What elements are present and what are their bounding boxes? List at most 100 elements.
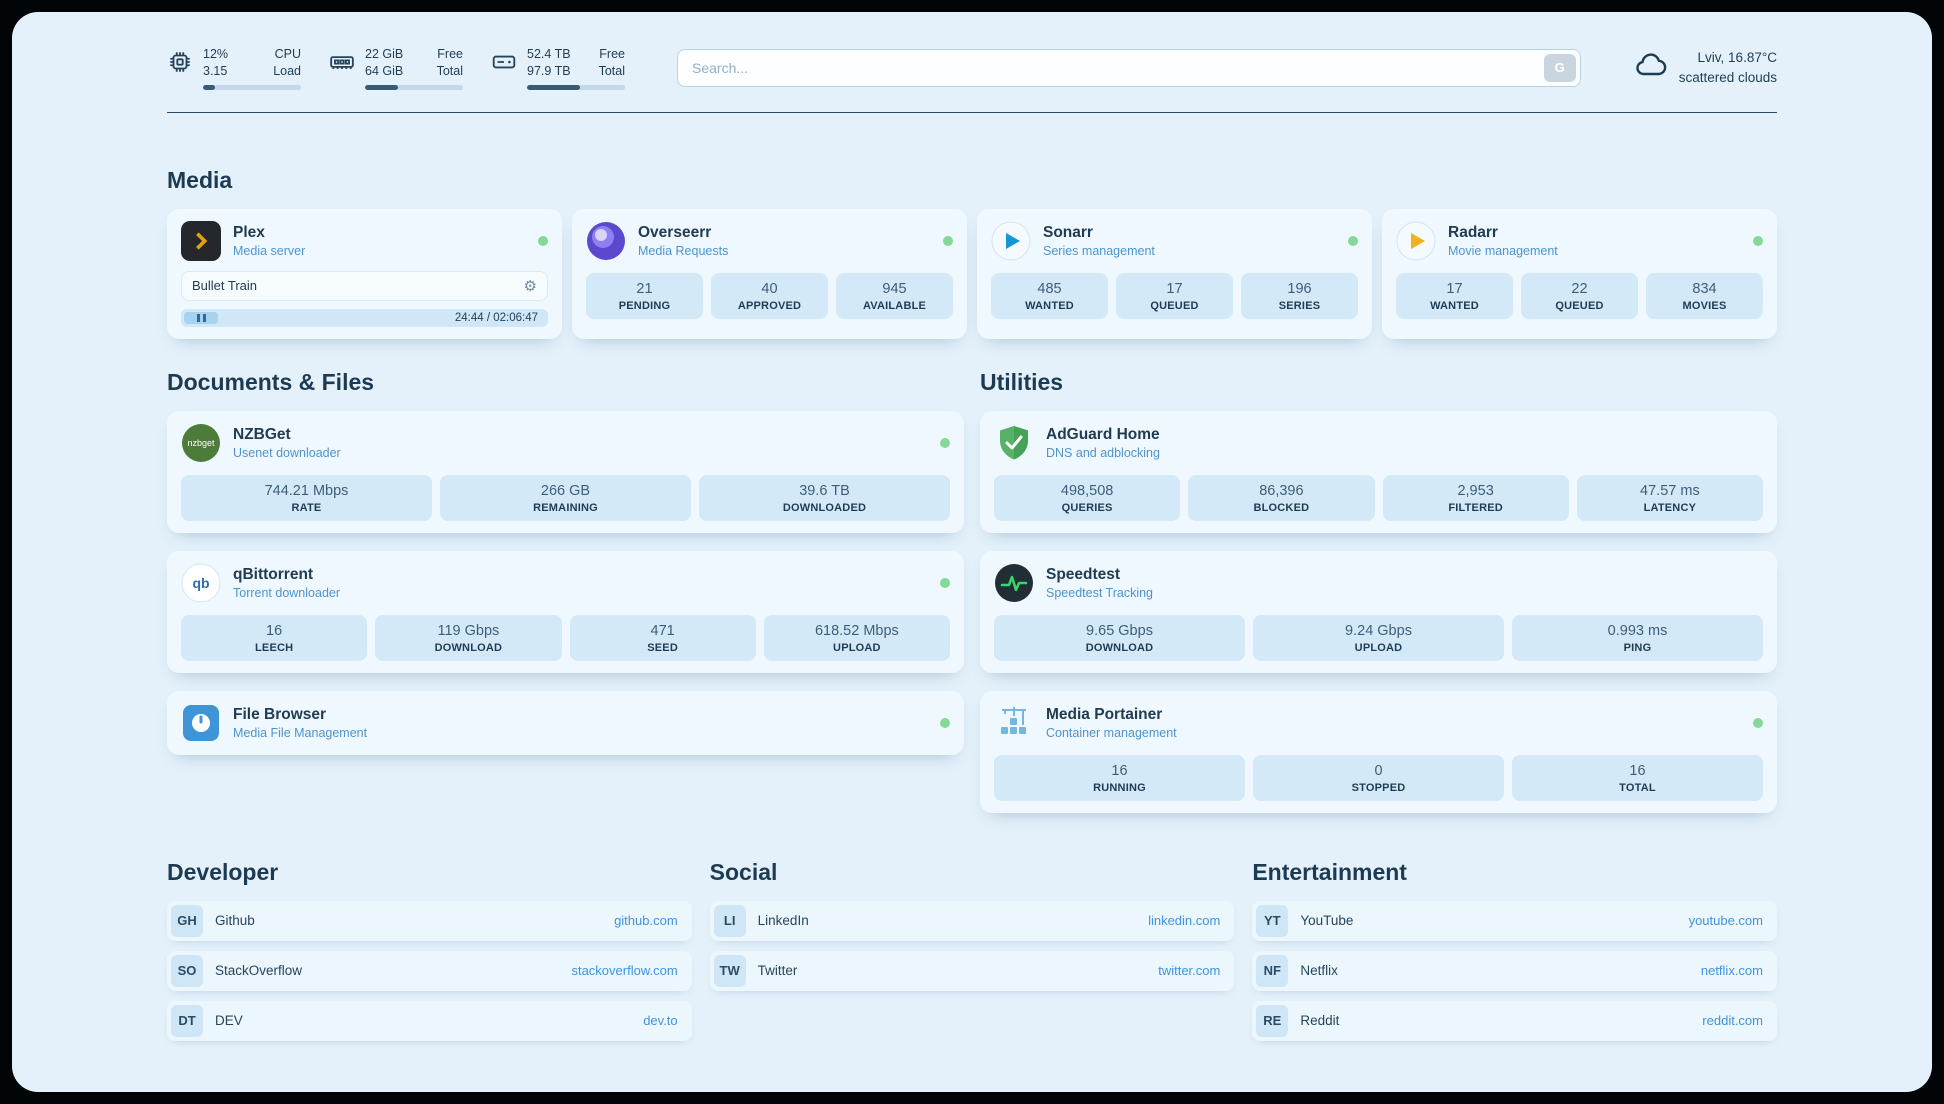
stat-box: 2,953 FILTERED — [1382, 474, 1569, 521]
app-name: Plex — [233, 223, 265, 241]
app-name: File Browser — [233, 705, 327, 723]
memory-progress-bar — [365, 84, 463, 90]
stat-box: 16 TOTAL — [1512, 754, 1763, 801]
topbar-divider — [167, 111, 1777, 113]
stat-box: 86,396 BLOCKED — [1188, 474, 1375, 521]
playback-progress-bar[interactable]: 24:44 / 02:06:47 — [181, 308, 548, 327]
app-subtitle: Usenet downloader — [233, 445, 341, 460]
stat-box: 40 APPROVED — [711, 272, 828, 319]
status-dot — [940, 717, 950, 728]
app-subtitle: Series management — [1043, 243, 1155, 258]
bookmark-netflix[interactable]: NF Netflix netflix.com — [1252, 950, 1777, 991]
github-icon: GH — [171, 904, 203, 937]
qbittorrent-card[interactable]: qb qBittorrent Torrent downloader 16 LEE… — [167, 550, 964, 673]
svg-text:qb: qb — [192, 575, 209, 591]
memory-widget: 22 GiB Free 64 GiB Total — [329, 46, 463, 90]
nzbget-card[interactable]: nzbget NZBGet Usenet downloader 744.21 M… — [167, 410, 964, 533]
cpu-icon — [167, 49, 193, 80]
storage-widget: 52.4 TB Free 97.9 TB Total — [491, 46, 625, 90]
overseerr-icon — [586, 221, 626, 261]
stat-box: 9.65 Gbps DOWNLOAD — [994, 614, 1245, 661]
cpu-widget: 12% CPU 3.15 Load — [167, 46, 301, 90]
stat-box: 485 WANTED — [991, 272, 1108, 319]
cloud-icon — [1633, 50, 1669, 85]
section-documents: Documents & Files nzbget NZBGet U — [167, 369, 964, 813]
weather-condition: scattered clouds — [1678, 69, 1777, 85]
stat-box: 47.57 ms LATENCY — [1576, 474, 1763, 521]
disk-progress-bar — [527, 84, 625, 90]
speedtest-card[interactable]: Speedtest Speedtest Tracking 9.65 Gbps D… — [980, 550, 1777, 673]
status-dot — [1753, 717, 1763, 728]
radarr-card[interactable]: Radarr Movie management 17 WANTED 22 QUE… — [1382, 208, 1777, 339]
cpu-usage-row: 12% CPU — [203, 47, 301, 61]
memory-total-row: 64 GiB Total — [365, 63, 463, 78]
stat-box: 0 STOPPED — [1253, 754, 1504, 801]
pause-button[interactable] — [184, 311, 218, 324]
utilities-title: Utilities — [980, 368, 1064, 395]
radarr-icon — [1396, 221, 1436, 261]
stat-box: 0.993 ms PING — [1512, 614, 1763, 661]
disk-free-row: 52.4 TB Free — [527, 47, 625, 61]
app-subtitle: Container management — [1046, 725, 1177, 740]
search-input[interactable] — [677, 48, 1581, 87]
twitter-icon: TW — [713, 954, 746, 987]
plex-card[interactable]: Plex Media server Bullet Train ⚙ 24:44 /… — [167, 208, 562, 339]
stat-box: 744.21 Mbps RATE — [181, 474, 432, 521]
netflix-icon: NF — [1256, 954, 1289, 987]
app-subtitle: Speedtest Tracking — [1046, 585, 1154, 600]
disk-total-row: 97.9 TB Total — [527, 63, 625, 78]
app-subtitle: DNS and adblocking — [1046, 445, 1160, 460]
filebrowser-card[interactable]: File Browser Media File Management — [167, 690, 964, 755]
bookmark-linkedin[interactable]: LI LinkedIn linkedin.com — [709, 900, 1235, 941]
bookmark-youtube[interactable]: YT YouTube youtube.com — [1252, 900, 1777, 941]
overseerr-card[interactable]: Overseerr Media Requests 21 PENDING 40 A… — [572, 208, 967, 339]
adguard-card[interactable]: AdGuard Home DNS and adblocking 498,508 … — [980, 410, 1777, 533]
weather-location: Lviv, 16.87°C — [1697, 49, 1777, 65]
bookmark-reddit[interactable]: RE Reddit reddit.com — [1252, 1000, 1777, 1041]
now-playing: Bullet Train ⚙ 24:44 / 02:06:47 — [181, 270, 548, 327]
sonarr-card[interactable]: Sonarr Series management 485 WANTED 17 Q… — [977, 208, 1372, 339]
bookmark-stackoverflow[interactable]: SO StackOverflow stackoverflow.com — [167, 950, 692, 991]
status-dot — [1348, 235, 1358, 246]
developer-title: Developer — [167, 858, 279, 885]
app-subtitle: Media server — [233, 243, 306, 258]
weather-widget: Lviv, 16.87°C scattered clouds — [1633, 48, 1777, 89]
status-dot — [1753, 235, 1763, 246]
stat-box: 945 AVAILABLE — [836, 272, 953, 319]
stat-box: 22 QUEUED — [1521, 272, 1638, 319]
bookmark-twitter[interactable]: TW Twitter twitter.com — [709, 950, 1235, 991]
stat-box: 618.52 Mbps UPLOAD — [763, 614, 950, 661]
topbar: 12% CPU 3.15 Load 22 GiB Free — [167, 42, 1777, 90]
stat-box: 9.24 Gbps UPLOAD — [1253, 614, 1504, 661]
stat-box: 834 MOVIES — [1646, 272, 1763, 319]
search-bar: G — [677, 48, 1581, 87]
search-provider-button[interactable]: G — [1543, 53, 1576, 82]
portainer-icon — [994, 703, 1034, 743]
portainer-card[interactable]: Media Portainer Container management 16 … — [980, 690, 1777, 813]
dev-icon: DT — [171, 1004, 203, 1037]
media-title: Media — [167, 166, 233, 193]
bookmark-github[interactable]: GH Github github.com — [167, 900, 692, 941]
entertainment-title: Entertainment — [1252, 858, 1407, 885]
status-dot — [940, 437, 950, 448]
cpu-progress-bar — [203, 84, 301, 90]
documents-title: Documents & Files — [167, 368, 375, 395]
reddit-icon: RE — [1256, 1004, 1289, 1037]
app-subtitle: Movie management — [1448, 243, 1558, 258]
stat-box: 196 SERIES — [1241, 272, 1358, 319]
disk-icon — [491, 49, 517, 80]
app-name: Overseerr — [638, 223, 712, 241]
cpu-load-row: 3.15 Load — [203, 63, 301, 78]
qbittorrent-icon: qb — [181, 563, 221, 603]
section-social: Social LI LinkedIn linkedin.com TW Twitt… — [709, 859, 1235, 1041]
settings-icon[interactable]: ⚙ — [523, 277, 537, 295]
playback-time: 24:44 / 02:06:47 — [454, 311, 538, 324]
bookmark-dev[interactable]: DT DEV dev.to — [167, 1000, 692, 1041]
sonarr-icon — [991, 221, 1031, 261]
adguard-icon — [994, 423, 1034, 463]
stackoverflow-icon: SO — [171, 954, 203, 987]
youtube-icon: YT — [1256, 904, 1289, 937]
app-subtitle: Media File Management — [233, 725, 368, 740]
speedtest-icon — [994, 563, 1034, 603]
status-dot — [943, 235, 953, 246]
